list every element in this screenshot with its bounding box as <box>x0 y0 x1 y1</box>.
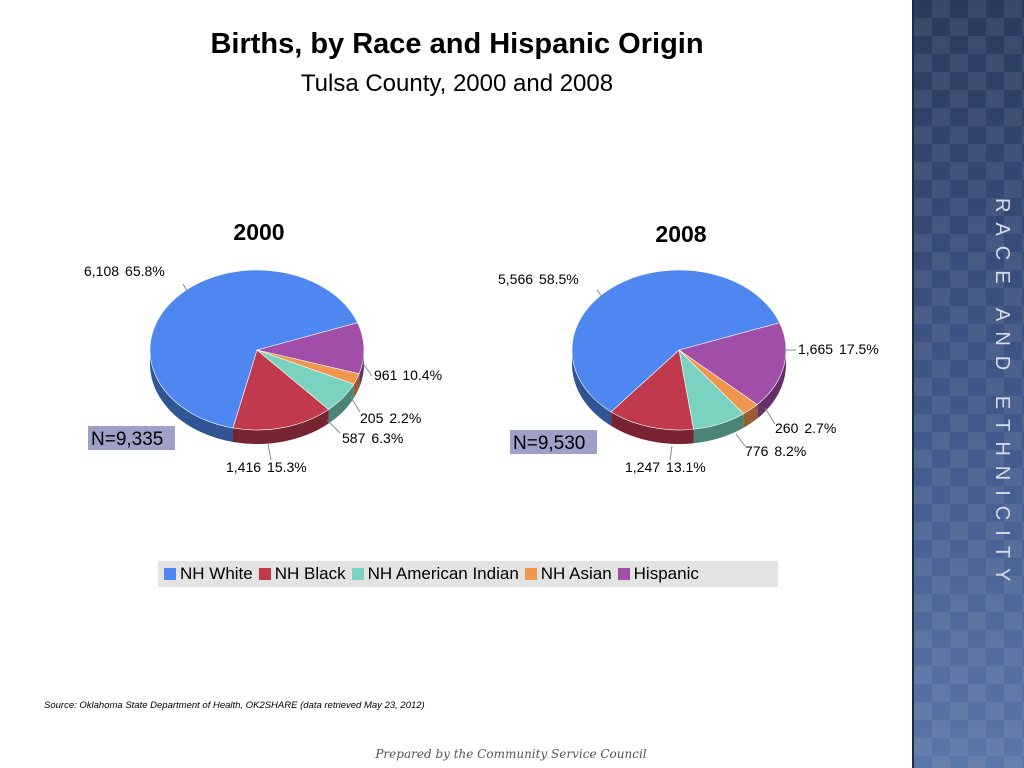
slice-hispanic <box>256 322 365 375</box>
total-count-label: N=9,530 <box>513 433 585 454</box>
slice-side-nh-asian <box>353 373 360 399</box>
data-label-value: 1,665 <box>798 341 833 357</box>
legend-item-2: NH American Indian <box>351 564 519 584</box>
footer-credit: Prepared by the Community Service Counci… <box>0 747 1024 761</box>
leader-line <box>735 433 746 447</box>
data-label-nh-american-indian: 587 6.3% <box>342 430 403 446</box>
legend-label: NH American Indian <box>367 564 519 583</box>
legend-label: NH Asian <box>540 564 612 583</box>
slice-side-nh-black <box>232 409 329 445</box>
leader-line <box>361 361 373 377</box>
slice-side-nh-american-indian <box>328 384 354 424</box>
data-label-value: 1,247 <box>625 459 660 475</box>
leader-line <box>267 443 272 461</box>
slide-subtitle: Tulsa County, 2000 and 2008 <box>300 70 614 97</box>
slice-side-hispanic <box>359 350 364 388</box>
slice-side-nh-white <box>150 350 233 442</box>
slice-side-nh-white <box>572 350 612 426</box>
pie-chart-2000: 2000 6,108 65.8% 1,416 15.3% 587 6.3% 205 2.2% 96… <box>84 219 442 475</box>
pie-title: 2008 <box>655 221 706 247</box>
legend-swatch <box>351 568 364 580</box>
sidebar-panel <box>912 0 1024 768</box>
data-label-percent: 2.7% <box>804 420 836 436</box>
slide-title: Births, by Race and Hispanic Origin <box>210 28 704 60</box>
leader-line <box>326 419 341 434</box>
data-label-value: 205 <box>360 410 384 426</box>
data-label-percent: 8.2% <box>774 443 806 459</box>
legend-swatch <box>258 568 271 580</box>
slice-side-nh-american-indian <box>693 413 744 444</box>
data-label-value: 5,566 <box>498 271 533 287</box>
data-label-percent: 10.4% <box>402 367 442 383</box>
slice-side-hispanic <box>757 350 786 419</box>
data-label-percent: 15.3% <box>267 459 307 475</box>
slice-nh-black <box>610 349 694 431</box>
data-label-value: 961 <box>374 367 398 383</box>
data-label-nh-asian: 260 2.7% <box>775 420 836 436</box>
footer-text: Prepared by the Community Service Counci… <box>375 747 647 761</box>
slice-nh-white <box>571 269 780 413</box>
data-label-hispanic: 1,665 17.5% <box>798 341 879 357</box>
total-count-box <box>88 426 175 450</box>
data-label-nh-american-indian: 776 8.2% <box>745 443 806 459</box>
leader-line <box>349 395 361 413</box>
data-label-nh-black: 1,247 13.1% <box>625 459 706 475</box>
data-label-value: 260 <box>775 420 799 436</box>
legend-swatch <box>617 568 630 580</box>
data-label-nh-black: 1,416 15.3% <box>226 459 307 475</box>
data-label-percent: 65.8% <box>125 263 165 279</box>
pie-charts: 2000 6,108 65.8% 1,416 15.3% 587 6.3% 205 2.2% 96… <box>84 219 879 475</box>
data-label-nh-asian: 205 2.2% <box>360 410 421 426</box>
data-label-percent: 6.3% <box>371 430 403 446</box>
legend-item-0: NH White <box>164 564 253 584</box>
legend-swatch <box>524 568 537 580</box>
slice-nh-white <box>149 269 358 429</box>
legend-label: NH Black <box>274 564 346 583</box>
slice-side-nh-black <box>611 411 694 444</box>
data-label-value: 6,108 <box>84 263 119 279</box>
data-label-value: 1,416 <box>226 459 261 475</box>
sidebar-section-label: Race and Ethnicity <box>991 198 1013 592</box>
slice-hispanic <box>678 322 787 405</box>
total-count-box <box>510 430 597 454</box>
slice-side-nh-asian <box>743 404 758 428</box>
slice-nh-black <box>232 349 330 431</box>
leader-line <box>182 283 189 293</box>
data-label-value: 776 <box>745 443 769 459</box>
data-label-nh-white: 6,108 65.8% <box>84 263 165 279</box>
data-label-percent: 13.1% <box>666 459 706 475</box>
data-label-hispanic: 961 10.4% <box>374 367 442 383</box>
total-count-label: N=9,335 <box>91 429 163 450</box>
legend-item-4: Hispanic <box>617 564 699 584</box>
data-label-percent: 2.2% <box>389 410 421 426</box>
data-label-nh-white: 5,566 58.5% <box>498 271 579 287</box>
source-note: Source: Oklahoma State Department of Hea… <box>44 700 425 711</box>
chart-legend: NH White NH Black NH American Indian NH Asi… <box>158 561 778 587</box>
leader-line <box>764 407 776 425</box>
data-label-value: 587 <box>342 430 366 446</box>
legend-label: Hispanic <box>633 564 699 583</box>
legend-label: NH White <box>180 564 253 583</box>
pie-title: 2000 <box>233 219 284 245</box>
leader-line <box>596 289 604 299</box>
legend-item-3: NH Asian <box>524 564 612 584</box>
pie-chart-2008: 2008 5,566 58.5% 1,247 13.1% 776 8.2% 260 2.7% 1,… <box>498 221 879 475</box>
data-label-percent: 17.5% <box>839 341 879 357</box>
legend-swatch <box>164 568 176 580</box>
data-label-percent: 58.5% <box>539 271 579 287</box>
legend-item-1: NH Black <box>258 564 346 584</box>
leader-line <box>669 445 673 461</box>
